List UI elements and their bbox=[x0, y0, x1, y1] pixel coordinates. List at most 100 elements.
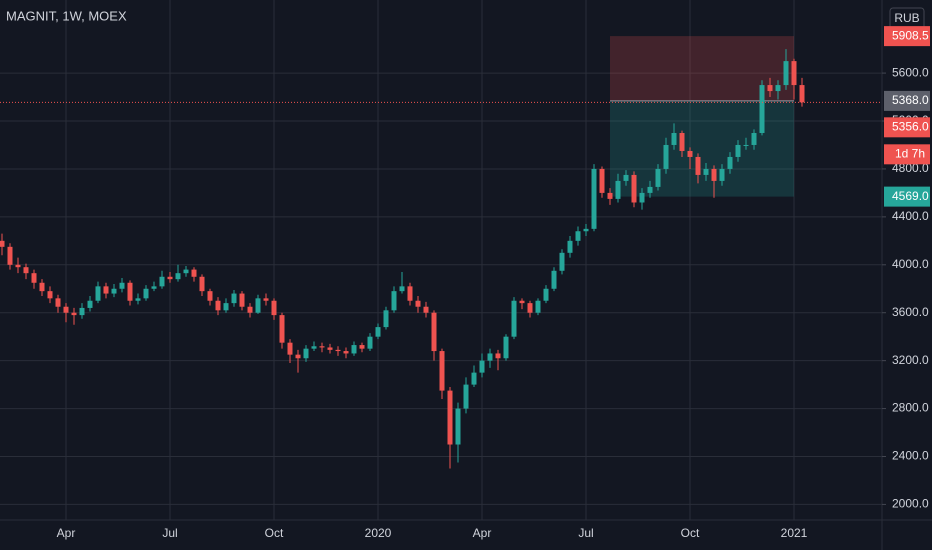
target-zone[interactable] bbox=[610, 100, 794, 197]
grid bbox=[0, 0, 882, 520]
candle-body bbox=[247, 306, 253, 313]
candle-body bbox=[319, 346, 325, 348]
x-tick-label: Oct bbox=[265, 526, 284, 540]
candle-body bbox=[623, 174, 629, 181]
candle-body bbox=[567, 240, 573, 253]
chart-title: MAGNIT, 1W, MOEX bbox=[6, 8, 127, 23]
candle-body bbox=[551, 270, 557, 289]
y-tick-label: 5600.0 bbox=[892, 65, 929, 79]
stop-zone[interactable] bbox=[610, 36, 794, 101]
candle-body bbox=[423, 306, 429, 313]
candles bbox=[0, 49, 805, 469]
candle-body bbox=[63, 306, 69, 313]
x-tick-label: Oct bbox=[681, 526, 700, 540]
candle-body bbox=[71, 312, 77, 316]
candle-body bbox=[159, 276, 165, 287]
candle-body bbox=[495, 353, 501, 359]
x-tick-label: Jul bbox=[162, 526, 177, 540]
candle-body bbox=[47, 291, 53, 299]
y-tick-label: 2800.0 bbox=[892, 401, 929, 415]
candle-body bbox=[215, 300, 221, 311]
candle-body bbox=[255, 298, 261, 313]
candle-body bbox=[479, 360, 485, 373]
target-label-box[interactable] bbox=[884, 186, 930, 207]
candle-body bbox=[151, 286, 157, 289]
y-tick-label: 2400.0 bbox=[892, 449, 929, 463]
stop-label: 5908.5 bbox=[892, 28, 929, 42]
candle-body bbox=[351, 345, 357, 354]
x-tick-label: 2021 bbox=[781, 526, 808, 540]
candle-body bbox=[455, 408, 461, 445]
candle-body bbox=[95, 286, 101, 301]
candle-body bbox=[471, 372, 477, 385]
candle-body bbox=[647, 186, 653, 193]
candle-body bbox=[719, 168, 725, 181]
x-tick-label: Jul bbox=[578, 526, 593, 540]
candle-body bbox=[527, 303, 533, 313]
candle-body bbox=[343, 351, 349, 354]
y-tick-label: 2000.0 bbox=[892, 497, 929, 511]
candle-body bbox=[263, 298, 269, 301]
candle-body bbox=[559, 252, 565, 271]
target-label: 4569.0 bbox=[892, 189, 929, 203]
countdown-box bbox=[884, 144, 930, 165]
currency[interactable]: RUB bbox=[894, 11, 919, 25]
candle-body bbox=[239, 293, 245, 307]
candle-body bbox=[503, 336, 509, 359]
candle-body bbox=[687, 150, 693, 157]
candle-body bbox=[639, 192, 645, 203]
candle-body bbox=[615, 180, 621, 199]
candle-body bbox=[359, 345, 365, 349]
candle-body bbox=[279, 315, 285, 343]
candle-body bbox=[127, 282, 133, 301]
candle-body bbox=[407, 286, 413, 301]
candle-body bbox=[7, 246, 13, 265]
candle-body bbox=[87, 300, 93, 308]
x-tick-label: 2020 bbox=[365, 526, 392, 540]
candle-body bbox=[463, 384, 469, 409]
candle-body bbox=[751, 132, 757, 145]
candle-body bbox=[671, 132, 677, 145]
candle-body bbox=[287, 342, 293, 355]
candle-body bbox=[39, 282, 45, 292]
candle-body bbox=[663, 144, 669, 169]
y-tick-label: 3600.0 bbox=[892, 305, 929, 319]
candle-body bbox=[143, 288, 149, 299]
candle-body bbox=[695, 156, 701, 175]
candle-body bbox=[607, 192, 613, 199]
candle-body bbox=[383, 310, 389, 328]
candle-body bbox=[727, 156, 733, 169]
candle-body bbox=[415, 300, 421, 307]
candle-body bbox=[487, 353, 493, 361]
candle-body bbox=[759, 85, 765, 133]
candle-body bbox=[367, 336, 373, 349]
candle-body bbox=[183, 269, 189, 274]
last-price-label: 5356.0 bbox=[892, 119, 929, 133]
candle-body bbox=[679, 132, 685, 151]
candle-body bbox=[791, 61, 797, 86]
countdown: 1d 7h bbox=[895, 146, 925, 160]
y-tick-label: 4800.0 bbox=[892, 161, 929, 175]
candle-body bbox=[631, 174, 637, 203]
candle-body bbox=[591, 168, 597, 229]
last-price-label-box[interactable] bbox=[884, 117, 930, 138]
candle-body bbox=[399, 286, 405, 292]
candle-body bbox=[655, 168, 661, 187]
candle-body bbox=[511, 300, 517, 337]
candle-body bbox=[135, 298, 141, 301]
y-tick-label: 3200.0 bbox=[892, 353, 929, 367]
stop-label-box[interactable] bbox=[884, 26, 930, 47]
x-tick-label: Apr bbox=[57, 526, 76, 540]
position-tool[interactable] bbox=[610, 36, 794, 197]
candle-body bbox=[55, 298, 61, 307]
candle-body bbox=[271, 300, 277, 316]
candle-body bbox=[191, 269, 197, 277]
candle-body bbox=[231, 293, 237, 304]
candle-body bbox=[535, 300, 541, 313]
candle-body bbox=[735, 144, 741, 157]
candle-body bbox=[207, 291, 213, 301]
entry-label-box[interactable] bbox=[884, 90, 930, 111]
candle-body bbox=[519, 300, 525, 304]
candle-body bbox=[743, 144, 749, 146]
